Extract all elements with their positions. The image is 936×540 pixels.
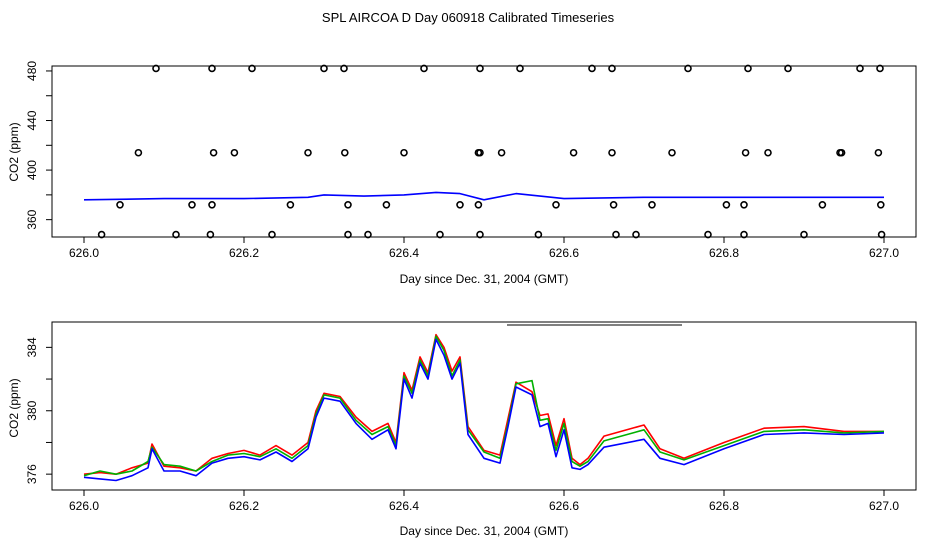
top-calibration-point (874, 148, 883, 157)
top-calibration-point (608, 64, 616, 73)
top-calibration-point (784, 64, 792, 73)
top-calibration-point (420, 64, 428, 73)
top-calibration-point (800, 230, 808, 239)
top-calibration-point (382, 200, 391, 209)
top-calibration-point (877, 230, 886, 239)
top-calibration-point (476, 148, 484, 157)
top-calibration-point (340, 148, 349, 157)
top-calibration-point (608, 148, 616, 157)
top-y-tick-label: 400 (25, 160, 39, 180)
bottom-y-tick-label: 376 (25, 464, 39, 484)
top-calibration-point (876, 200, 885, 209)
top-calibration-point (248, 64, 256, 73)
top-calibration-point (474, 200, 483, 209)
top-calibration-point (304, 148, 312, 157)
top-calibration-point (230, 148, 239, 157)
top-panel: Day since Dec. 31, 2004 (GMT) CO2 (ppm) … (7, 61, 917, 286)
top-calibration-point (876, 64, 884, 73)
top-calibration-point (856, 64, 864, 73)
bottom-x-tick-label: 626.2 (229, 499, 259, 513)
top-calibration-point (286, 200, 295, 209)
bottom-x-tick-label: 626.4 (389, 499, 419, 513)
top-calibration-point (740, 200, 748, 209)
top-calibration-point (648, 200, 656, 209)
top-series (83, 64, 886, 239)
top-calibration-point (340, 64, 348, 73)
top-x-tick-label: 626.6 (549, 246, 579, 260)
top-x-axis-label: Day since Dec. 31, 2004 (GMT) (400, 272, 569, 286)
bottom-y-axis-label: CO2 (ppm) (7, 378, 21, 437)
top-calibration-point (684, 64, 692, 73)
top-calibration-point (268, 230, 276, 239)
top-calibration-point (497, 148, 506, 157)
top-calibration-point (818, 200, 827, 209)
top-calibration-point (344, 200, 352, 209)
top-calibration-point (344, 230, 352, 239)
bottom-y-tick-label: 380 (25, 400, 39, 420)
top-x-tick-label: 626.2 (229, 246, 259, 260)
bottom-x-tick-label: 626.0 (69, 499, 99, 513)
top-calibration-point (516, 64, 524, 73)
top-y-tick-label: 480 (25, 61, 39, 81)
top-y-tick-label: 440 (25, 110, 39, 130)
top-calibration-point (456, 200, 464, 209)
top-plot-frame (51, 65, 917, 238)
top-calibration-point (320, 64, 328, 73)
top-calibration-point (704, 230, 712, 239)
top-calibration-point (552, 200, 560, 209)
top-calibration-point (476, 230, 484, 239)
top-axes: 626.0 626.2 626.4 626.6 626.8 627.0 360 400 440 4… (25, 61, 899, 260)
bottom-series-line-green (83, 335, 885, 477)
top-calibration-point (534, 230, 543, 239)
top-calibration-point (740, 230, 748, 239)
bottom-x-tick-label: 626.8 (709, 499, 739, 513)
top-calibration-point (632, 230, 640, 239)
top-calibration-point (588, 64, 596, 73)
top-calibration-point (609, 200, 618, 209)
bottom-series-line-blue (83, 338, 885, 482)
top-calibration-point (134, 148, 143, 157)
bottom-x-tick-label: 626.6 (549, 499, 579, 513)
top-x-tick-label: 627.0 (869, 246, 899, 260)
bottom-axes: 626.0 626.2 626.4 626.6 626.8 627.0 376 380 384 (25, 337, 899, 513)
top-calibration-point (364, 230, 372, 239)
top-y-axis-label: CO2 (ppm) (7, 122, 21, 181)
top-calibration-point (206, 230, 215, 239)
top-calibration-point (744, 64, 752, 73)
top-calibration-point (837, 148, 846, 157)
bottom-series-line-red (83, 333, 884, 476)
bottom-y-tick-label: 384 (25, 337, 39, 357)
top-calibration-point (668, 148, 676, 157)
top-calibration-point (741, 148, 750, 157)
top-calibration-point (209, 148, 218, 157)
bottom-plot-frame (51, 321, 917, 491)
bottom-x-tick-label: 627.0 (869, 499, 899, 513)
top-calibration-point (569, 148, 578, 157)
top-x-tick-label: 626.0 (69, 246, 99, 260)
top-calibration-point (208, 64, 216, 73)
top-y-tick-label: 360 (25, 209, 39, 229)
top-calibration-point (152, 64, 160, 73)
bottom-panel: Day since Dec. 31, 2004 (GMT) CO2 (ppm) … (7, 321, 917, 538)
top-calibration-point (436, 230, 444, 239)
bottom-x-axis-label: Day since Dec. 31, 2004 (GMT) (400, 524, 569, 538)
top-calibration-point (97, 230, 106, 239)
top-series-line-blue (83, 191, 884, 201)
top-calibration-point (476, 64, 484, 73)
top-calibration-point (400, 148, 408, 157)
top-calibration-point (116, 200, 124, 209)
top-calibration-point (612, 230, 620, 239)
top-calibration-point (764, 148, 772, 157)
top-calibration-point (722, 200, 731, 209)
bottom-series (83, 333, 885, 482)
figure-title: SPL AIRCOA D Day 060918 Calibrated Times… (322, 10, 615, 25)
top-x-tick-label: 626.4 (389, 246, 419, 260)
top-x-tick-label: 626.8 (709, 246, 739, 260)
top-calibration-point (172, 230, 180, 239)
top-calibration-point (208, 200, 216, 209)
top-calibration-point (188, 200, 196, 209)
